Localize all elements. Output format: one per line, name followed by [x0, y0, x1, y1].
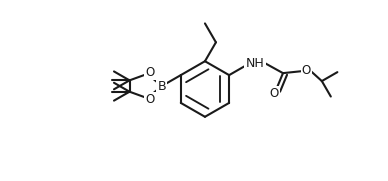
Text: O: O: [302, 64, 311, 77]
Text: NH: NH: [246, 57, 265, 70]
Text: B: B: [158, 79, 166, 92]
Text: O: O: [269, 87, 279, 100]
Text: O: O: [146, 93, 155, 106]
Text: O: O: [146, 66, 155, 79]
